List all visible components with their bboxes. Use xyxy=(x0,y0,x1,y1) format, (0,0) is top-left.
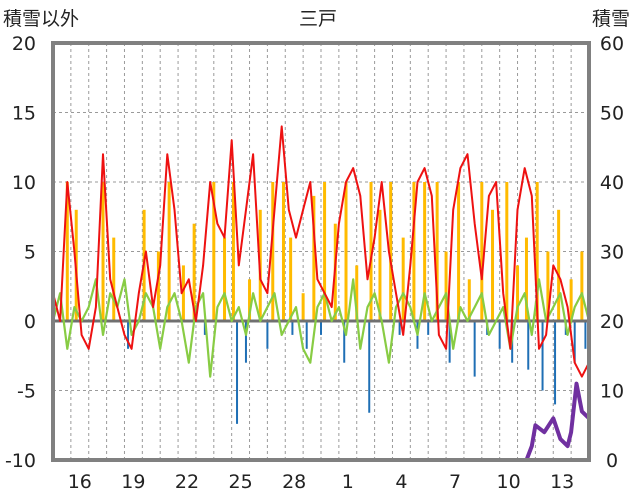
x-tick-label: 10 xyxy=(497,471,521,493)
precipitation-bar xyxy=(343,321,346,363)
sunshine-bar xyxy=(580,251,584,321)
sunshine-bar xyxy=(156,251,160,321)
precipitation-bar xyxy=(554,321,557,405)
sunshine-bar xyxy=(480,182,484,321)
sunshine-bar xyxy=(569,279,573,321)
snow-depth-line xyxy=(53,381,591,462)
sunshine-bar xyxy=(192,223,196,321)
sunshine-bar xyxy=(369,182,373,321)
right-axis-label: 積雪 xyxy=(592,8,630,30)
sunshine-bar xyxy=(557,209,561,321)
left-tick-labels: 20 15 10 5 0 -5 -10 xyxy=(5,33,36,472)
sunshine-bar xyxy=(535,182,539,321)
sunshine-bar xyxy=(505,182,509,321)
sunshine-bar xyxy=(223,237,227,321)
precipitation-bar xyxy=(584,321,587,349)
x-tick-label: 1 xyxy=(342,471,354,493)
chart-title: 三戸 xyxy=(299,8,337,30)
sunshine-bar xyxy=(271,182,275,321)
sunshine-bar xyxy=(323,182,327,321)
sunshine-bar xyxy=(378,209,382,321)
precipitation-bar xyxy=(203,321,206,335)
sunshine-bar xyxy=(401,237,405,321)
right-tick-labels: 60 50 40 30 20 10 0 xyxy=(600,33,624,472)
precipitation-bar xyxy=(291,321,294,335)
sunshine-bar xyxy=(112,237,116,321)
series-lines xyxy=(51,125,591,462)
x-tick-label: 16 xyxy=(68,471,92,493)
sunshine-bar xyxy=(212,182,216,321)
sunshine-bar xyxy=(312,195,316,321)
precipitation-bar xyxy=(305,321,308,349)
x-tick-label: 13 xyxy=(550,471,574,493)
precipitation-bar xyxy=(427,321,430,335)
sunshine-bar xyxy=(101,182,105,321)
sunshine-bar xyxy=(167,182,171,321)
left-tick-label: 15 xyxy=(12,103,36,125)
right-tick-label: 50 xyxy=(600,103,624,125)
sunshine-bar xyxy=(248,279,252,321)
left-tick-label: 5 xyxy=(24,242,36,264)
plot-frame xyxy=(51,41,591,462)
sunshine-bar xyxy=(65,182,69,321)
temperature-line xyxy=(52,125,590,378)
left-tick-label: 0 xyxy=(24,311,36,333)
precipitation-bar xyxy=(266,321,269,349)
right-tick-label: 30 xyxy=(600,242,624,264)
x-tick-label: 25 xyxy=(229,471,253,493)
precipitation-bar xyxy=(473,321,476,377)
x-tick-label: 19 xyxy=(121,471,145,493)
precipitation-bar xyxy=(368,321,371,413)
precipitation-bar xyxy=(127,321,130,349)
precipitation-bars xyxy=(127,321,587,424)
left-axis-label: 積雪以外 xyxy=(3,8,79,30)
precipitation-bar xyxy=(236,321,239,424)
x-tick-label: 4 xyxy=(395,471,407,493)
x-tick-label: 7 xyxy=(449,471,461,493)
sunshine-bar xyxy=(516,265,520,321)
precipitation-bar xyxy=(398,321,401,335)
sunshine-bar xyxy=(524,237,528,321)
sunshine-bar xyxy=(181,265,185,321)
sunshine-bar xyxy=(444,251,448,321)
precipitation-bar xyxy=(320,321,322,335)
sunshine-bar xyxy=(289,237,293,321)
sunshine-bar xyxy=(546,251,550,321)
x-tick-labels: 16 19 22 25 28 1 4 7 10 13 xyxy=(68,471,575,493)
sunshine-bar xyxy=(491,209,495,321)
right-tick-label: 40 xyxy=(600,172,624,194)
sunshine-bar xyxy=(344,182,348,321)
sunshine-bar xyxy=(412,182,416,321)
sunshine-bar xyxy=(355,265,359,321)
sunshine-bar xyxy=(457,182,461,321)
sunshine-bar xyxy=(231,182,235,321)
left-tick-label: -10 xyxy=(5,450,36,472)
left-tick-label: -5 xyxy=(17,381,36,403)
left-tick-label: 20 xyxy=(12,33,36,55)
sunshine-bar xyxy=(467,279,471,321)
precipitation-bar xyxy=(244,321,247,363)
right-tick-label: 60 xyxy=(600,33,624,55)
right-tick-label: 10 xyxy=(600,381,624,403)
x-tick-label: 28 xyxy=(282,471,306,493)
sunshine-bar xyxy=(281,182,285,321)
precipitation-bar xyxy=(527,321,530,370)
precipitation-bar xyxy=(573,321,576,363)
sunshine-bars xyxy=(65,182,584,321)
precipitation-bar xyxy=(498,321,501,349)
temp-change-line xyxy=(51,278,591,378)
left-tick-label: 10 xyxy=(12,172,36,194)
precipitation-bar xyxy=(541,321,544,391)
right-tick-label: 0 xyxy=(606,450,618,472)
sunshine-bar xyxy=(301,293,305,321)
grid xyxy=(53,43,589,460)
sunshine-bar xyxy=(389,182,393,321)
sunshine-bar xyxy=(423,182,427,321)
x-tick-label: 22 xyxy=(175,471,199,493)
sunshine-bar xyxy=(435,182,439,321)
precipitation-bar xyxy=(448,321,451,363)
right-tick-label: 20 xyxy=(600,311,624,333)
